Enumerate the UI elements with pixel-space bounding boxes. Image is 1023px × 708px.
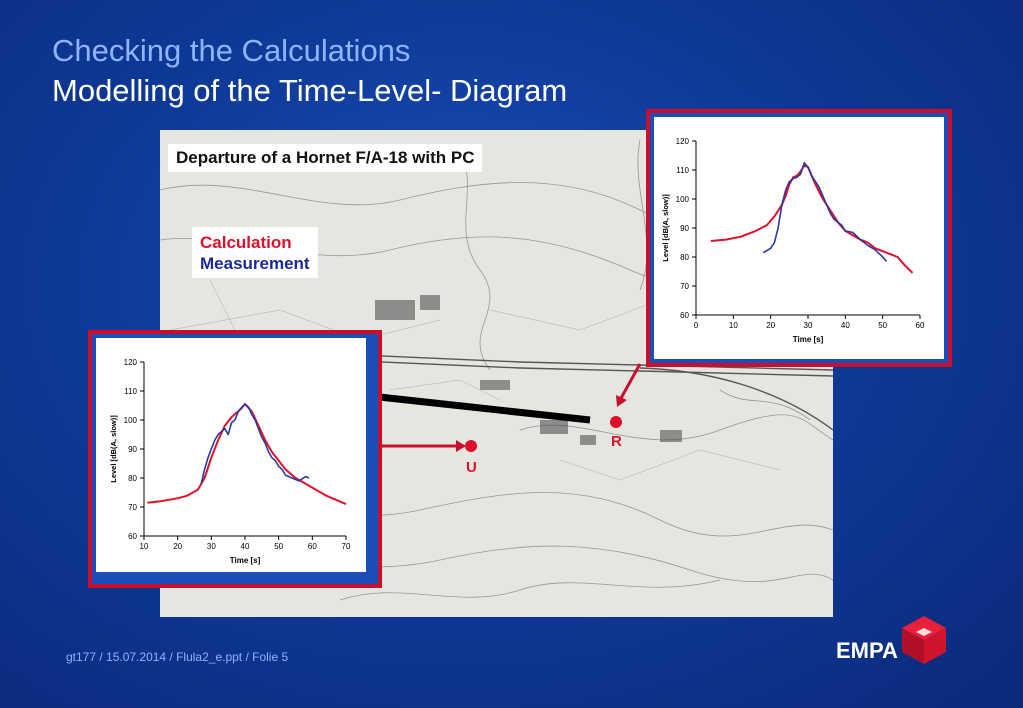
y-tick-label: 100 bbox=[124, 416, 138, 425]
measurement-point-u bbox=[465, 440, 477, 452]
series-line-measurement bbox=[762, 161, 888, 262]
marker-r-label: R bbox=[611, 433, 622, 450]
chart-u: 60 70 80 90 100 110 120 10 20 30 40 50 60 70 Time [s] L… bbox=[109, 358, 351, 565]
y-tick-label: 110 bbox=[124, 387, 137, 396]
marker-u-label: U bbox=[466, 459, 477, 476]
slide-footer: gt177 / 15.07.2014 / Flula2_e.ppt / Foli… bbox=[66, 650, 289, 664]
y-tick-label: 70 bbox=[128, 503, 137, 512]
x-tick-label: 40 bbox=[841, 321, 850, 330]
x-axis-label: Time [s] bbox=[793, 335, 824, 344]
y-tick-label: 60 bbox=[128, 532, 137, 541]
y-tick-label: 90 bbox=[128, 445, 137, 454]
y-tick-label: 70 bbox=[680, 282, 689, 291]
x-tick-label: 20 bbox=[173, 542, 182, 551]
x-tick-label: 30 bbox=[207, 542, 216, 551]
measurement-point-r bbox=[610, 416, 622, 428]
empa-logo-text: EMPA bbox=[836, 638, 898, 663]
x-tick-label: 0 bbox=[694, 321, 699, 330]
x-tick-label: 60 bbox=[308, 542, 317, 551]
y-tick-label: 90 bbox=[680, 224, 689, 233]
legend-calculation: Calculation bbox=[200, 233, 292, 252]
y-tick-label: 100 bbox=[676, 195, 690, 204]
x-tick-label: 30 bbox=[804, 321, 813, 330]
y-axis-label: Level [dB(A, slow)] bbox=[109, 415, 118, 483]
legend-measurement: Measurement bbox=[200, 254, 310, 273]
runway-line bbox=[369, 392, 591, 424]
y-tick-label: 120 bbox=[676, 137, 690, 146]
slide-title-line2: Modelling of the Time-Level- Diagram bbox=[52, 73, 568, 108]
y-tick-label: 120 bbox=[124, 358, 138, 367]
x-tick-label: 40 bbox=[241, 542, 250, 551]
y-tick-label: 110 bbox=[676, 166, 689, 175]
x-tick-label: 20 bbox=[766, 321, 775, 330]
y-tick-label: 80 bbox=[680, 253, 689, 262]
x-tick-label: 10 bbox=[729, 321, 738, 330]
x-tick-label: 50 bbox=[274, 542, 283, 551]
x-tick-label: 60 bbox=[916, 321, 925, 330]
series-line-measurement bbox=[200, 403, 310, 484]
chart-u-frame: 60 70 80 90 100 110 120 10 20 30 40 50 60 70 Time [s] L… bbox=[88, 330, 382, 588]
y-tick-label: 80 bbox=[128, 474, 137, 483]
map-caption: Departure of a Hornet F/A-18 with PC bbox=[168, 144, 483, 172]
x-tick-label: 50 bbox=[878, 321, 887, 330]
legend-box: Calculation Measurement bbox=[192, 227, 318, 278]
slide-title-line1: Checking the Calculations bbox=[52, 33, 411, 68]
series-line-calculation bbox=[147, 403, 347, 506]
x-tick-label: 70 bbox=[342, 542, 351, 551]
x-axis-label: Time [s] bbox=[230, 556, 261, 565]
chart-r: 60 70 80 90 100 110 120 0 10 20 30 40 50 60 Time [s] Le… bbox=[661, 137, 925, 344]
y-axis-label: Level [dB(A, slow)] bbox=[661, 194, 670, 262]
empa-logo-cube-icon bbox=[902, 616, 946, 664]
chart-r-frame: 60 70 80 90 100 110 120 0 10 20 30 40 50 60 Time [s] Le… bbox=[646, 109, 952, 367]
y-tick-label: 60 bbox=[680, 311, 689, 320]
x-tick-label: 10 bbox=[140, 542, 149, 551]
